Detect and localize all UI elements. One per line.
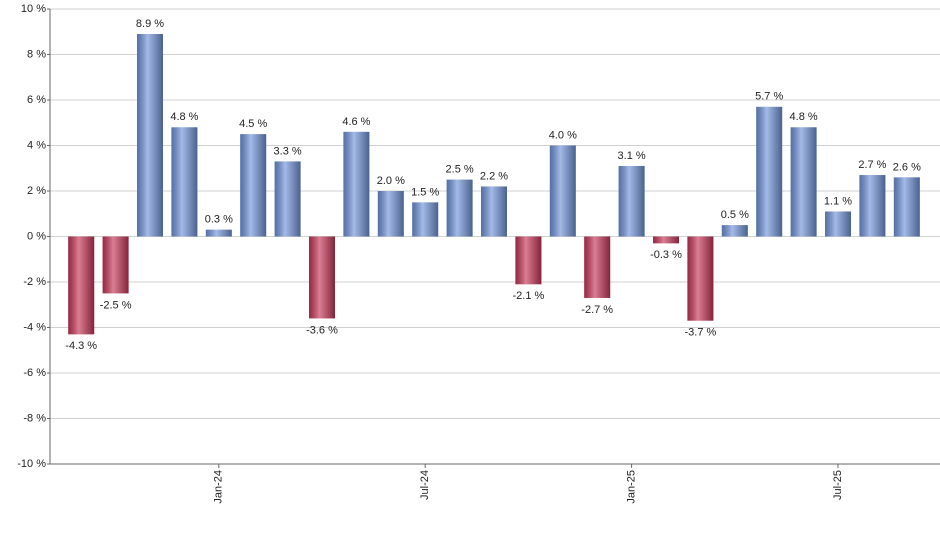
bar-shine [687,236,714,321]
bar-shine [653,236,679,244]
value-label: 4.0 % [549,129,577,141]
y-tick-label: 4 % [27,139,46,151]
value-label: 4.6 % [342,116,370,128]
bar-shine [171,127,198,237]
bar-shine [412,202,439,237]
value-label: 4.5 % [239,118,267,130]
bar-shine [825,211,851,237]
value-label: 2.7 % [858,159,886,171]
value-label: 2.0 % [377,175,405,187]
bar-shine [893,177,920,237]
bar-shine [377,191,404,237]
y-tick-label: -10 % [17,458,46,470]
y-tick-label: -2 % [23,276,46,288]
value-label: -2.5 % [100,299,132,311]
x-tick-label: Jan-24 [213,470,225,504]
value-label: 1.5 % [411,186,439,198]
bar-shine [205,229,232,237]
y-tick-label: -8 % [23,412,46,424]
value-label: -3.7 % [685,327,717,339]
bar-shine [790,127,817,237]
bar-shine [549,145,576,237]
value-label: 3.1 % [618,150,646,162]
value-label: -2.7 % [581,304,613,316]
value-label: -3.6 % [306,324,338,336]
y-tick-label: 2 % [27,185,46,197]
value-label: 8.9 % [136,18,164,30]
y-tick-label: 10 % [21,3,46,15]
value-label: 3.3 % [274,145,302,157]
y-tick-label: -4 % [23,321,46,333]
value-label: 5.7 % [755,91,783,103]
y-tick-label: -6 % [23,367,46,379]
value-label: -0.3 % [650,249,682,261]
bar-shine [859,175,886,237]
x-tick-label: Jul-24 [419,470,431,500]
bar-shine [309,236,335,319]
value-label: 0.3 % [205,214,233,226]
value-label: 2.5 % [446,164,474,176]
x-tick-label: Jul-25 [832,470,844,500]
bar-shine [515,236,542,285]
bar-shine [721,225,748,237]
value-label: 2.6 % [893,161,921,173]
bar-shine [68,236,95,335]
bar-shine [343,131,370,237]
bar-shine [446,179,473,237]
value-label: 4.8 % [170,111,198,123]
value-label: 2.2 % [480,170,508,182]
bar-shine [137,34,163,237]
value-label: -2.1 % [513,290,545,302]
value-label: 4.8 % [790,111,818,123]
value-label: 0.5 % [721,209,749,221]
value-label: -4.3 % [65,340,97,352]
value-label: 1.1 % [824,195,852,207]
x-tick-label: Jan-25 [626,470,638,504]
y-tick-label: 0 % [27,230,46,242]
y-tick-label: 6 % [27,94,46,106]
bar-shine [584,236,611,298]
y-tick-label: 8 % [27,48,46,60]
bar-shine [240,134,267,237]
bar-shine [102,236,129,294]
bar-shine [481,186,507,237]
bar-shine [756,106,783,237]
bar-shine [274,161,301,237]
bar-shine [618,165,645,237]
